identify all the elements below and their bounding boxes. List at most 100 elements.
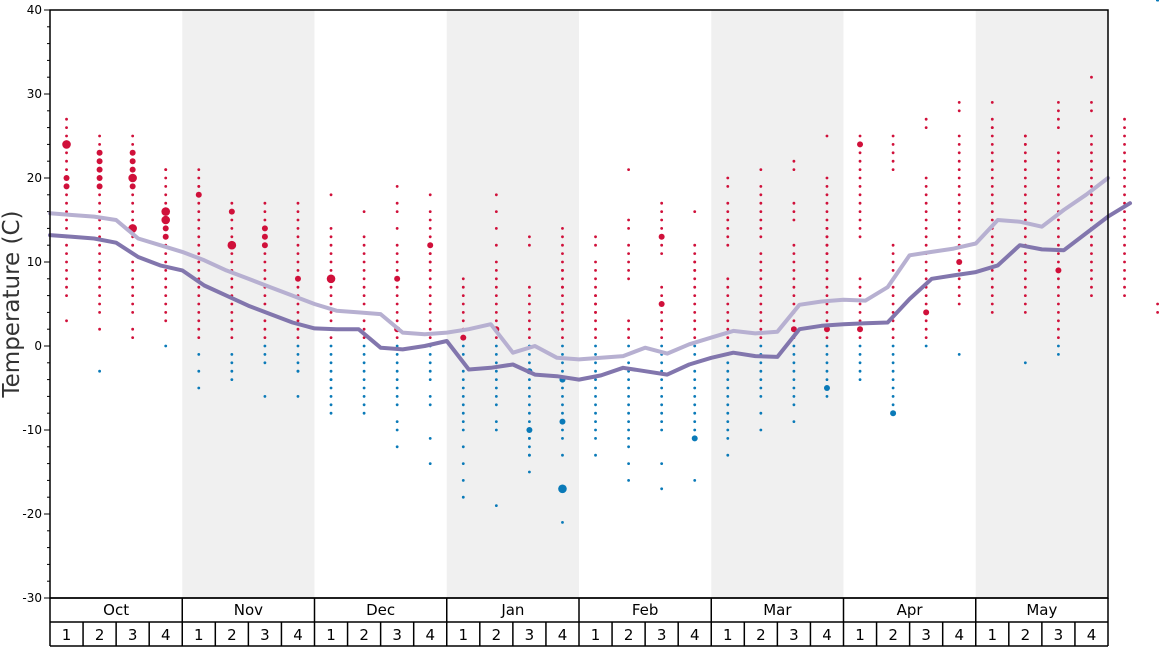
temperature-dot: [990, 201, 994, 205]
temperature-dot: [990, 210, 994, 214]
temperature-dot: [559, 418, 566, 425]
temperature-dot: [990, 193, 994, 197]
temperature-dot: [362, 235, 366, 239]
temperature-dot: [693, 302, 697, 306]
temperature-dot: [428, 437, 432, 440]
temperature-dot: [594, 386, 597, 390]
temperature-dot: [891, 353, 895, 356]
temperature-dot: [1090, 260, 1093, 264]
temperature-dot: [395, 252, 399, 256]
temperature-dot: [296, 285, 300, 289]
temperature-dot: [1023, 151, 1027, 155]
temperature-dot: [362, 411, 366, 415]
temperature-dot: [1057, 302, 1060, 306]
temperature-dot: [1123, 126, 1126, 129]
temperature-dot: [65, 134, 68, 138]
temperature-dot: [494, 269, 498, 272]
week-label: 3: [1054, 626, 1064, 644]
temperature-dot: [362, 243, 366, 247]
temperature-dot: [263, 277, 267, 281]
temperature-dot: [1057, 336, 1060, 339]
temperature-dot: [924, 302, 928, 306]
temperature-dot: [362, 403, 366, 407]
temperature-dot: [957, 252, 961, 256]
temperature-dot: [1090, 294, 1093, 297]
temperature-dot: [528, 327, 531, 331]
temperature-dot: [230, 201, 234, 205]
temperature-dot: [494, 504, 498, 507]
temperature-dot: [98, 227, 101, 230]
temperature-dot: [957, 185, 961, 188]
temperature-dot: [627, 378, 630, 381]
temperature-dot: [726, 361, 730, 365]
temperature-dot: [759, 269, 763, 272]
temperature-dot: [98, 260, 101, 264]
temperature-dot: [561, 353, 564, 356]
temperature-dot: [924, 294, 928, 297]
month-label: May: [1026, 601, 1057, 619]
temperature-dot: [528, 395, 531, 398]
temperature-dot: [627, 269, 630, 272]
temperature-dot: [891, 159, 895, 163]
temperature-dot: [197, 176, 201, 180]
temperature-dot: [362, 369, 366, 373]
temperature-dot: [227, 240, 237, 250]
temperature-dot: [792, 369, 796, 373]
temperature-dot: [494, 294, 498, 297]
temperature-dot: [957, 353, 961, 356]
temperature-dot: [1090, 109, 1093, 113]
temperature-dot: [460, 334, 467, 341]
temperature-dot: [528, 403, 531, 407]
temperature-dot: [129, 166, 136, 173]
temperature-dot: [792, 210, 796, 214]
temperature-dot: [296, 269, 300, 272]
temperature-dot: [693, 294, 697, 297]
temperature-dot: [891, 243, 895, 247]
temperature-dot: [759, 319, 763, 323]
temperature-dot: [1057, 201, 1060, 205]
temperature-dot: [792, 243, 796, 247]
temperature-dot: [561, 243, 564, 247]
temperature-dot: [296, 235, 300, 239]
temperature-dot: [956, 259, 963, 265]
temperature-dot: [825, 395, 829, 398]
temperature-dot: [726, 378, 730, 381]
temperature-dot: [197, 336, 201, 339]
temperature-dot: [792, 386, 796, 390]
temperature-dot: [923, 309, 930, 316]
temperature-dot: [891, 344, 895, 348]
temperature-dot: [891, 378, 895, 381]
temperature-dot: [792, 403, 796, 407]
temperature-dot: [65, 117, 68, 121]
temperature-dot: [792, 420, 796, 423]
temperature-dot: [494, 336, 498, 339]
temperature-dot: [96, 149, 103, 156]
temperature-dot: [627, 252, 630, 256]
temperature-dot: [329, 235, 333, 239]
temperature-dot: [627, 386, 630, 390]
temperature-dot: [296, 361, 300, 365]
temperature-dot: [1057, 159, 1060, 163]
temperature-dot: [261, 242, 268, 249]
temperature-dot: [957, 269, 961, 272]
temperature-dot: [329, 294, 333, 297]
temperature-dot: [660, 227, 664, 230]
temperature-dot: [1023, 176, 1027, 180]
temperature-dot: [528, 420, 531, 423]
week-label: 2: [95, 626, 105, 644]
temperature-dot: [891, 285, 895, 289]
x-axis: Oct 1 2 3 4 Nov 1 2 3 4 Dec 1 2 3 4 Jan 1 2 3 4 Feb 1 2 3 4 Mar 1 2…: [49, 597, 1109, 647]
temperature-dot: [660, 462, 664, 465]
temperature-dot: [990, 311, 994, 314]
temperature-dot: [131, 201, 135, 205]
temperature-dot: [891, 336, 895, 339]
temperature-dot: [726, 437, 730, 440]
temperature-dot: [1057, 277, 1060, 281]
temperature-dot: [825, 210, 829, 214]
temperature-dot: [528, 411, 531, 415]
month-band: [975, 10, 1108, 598]
temperature-dot: [594, 235, 597, 239]
temperature-dot: [428, 294, 432, 297]
temperature-dot: [726, 344, 730, 348]
temperature-dot: [65, 168, 68, 172]
